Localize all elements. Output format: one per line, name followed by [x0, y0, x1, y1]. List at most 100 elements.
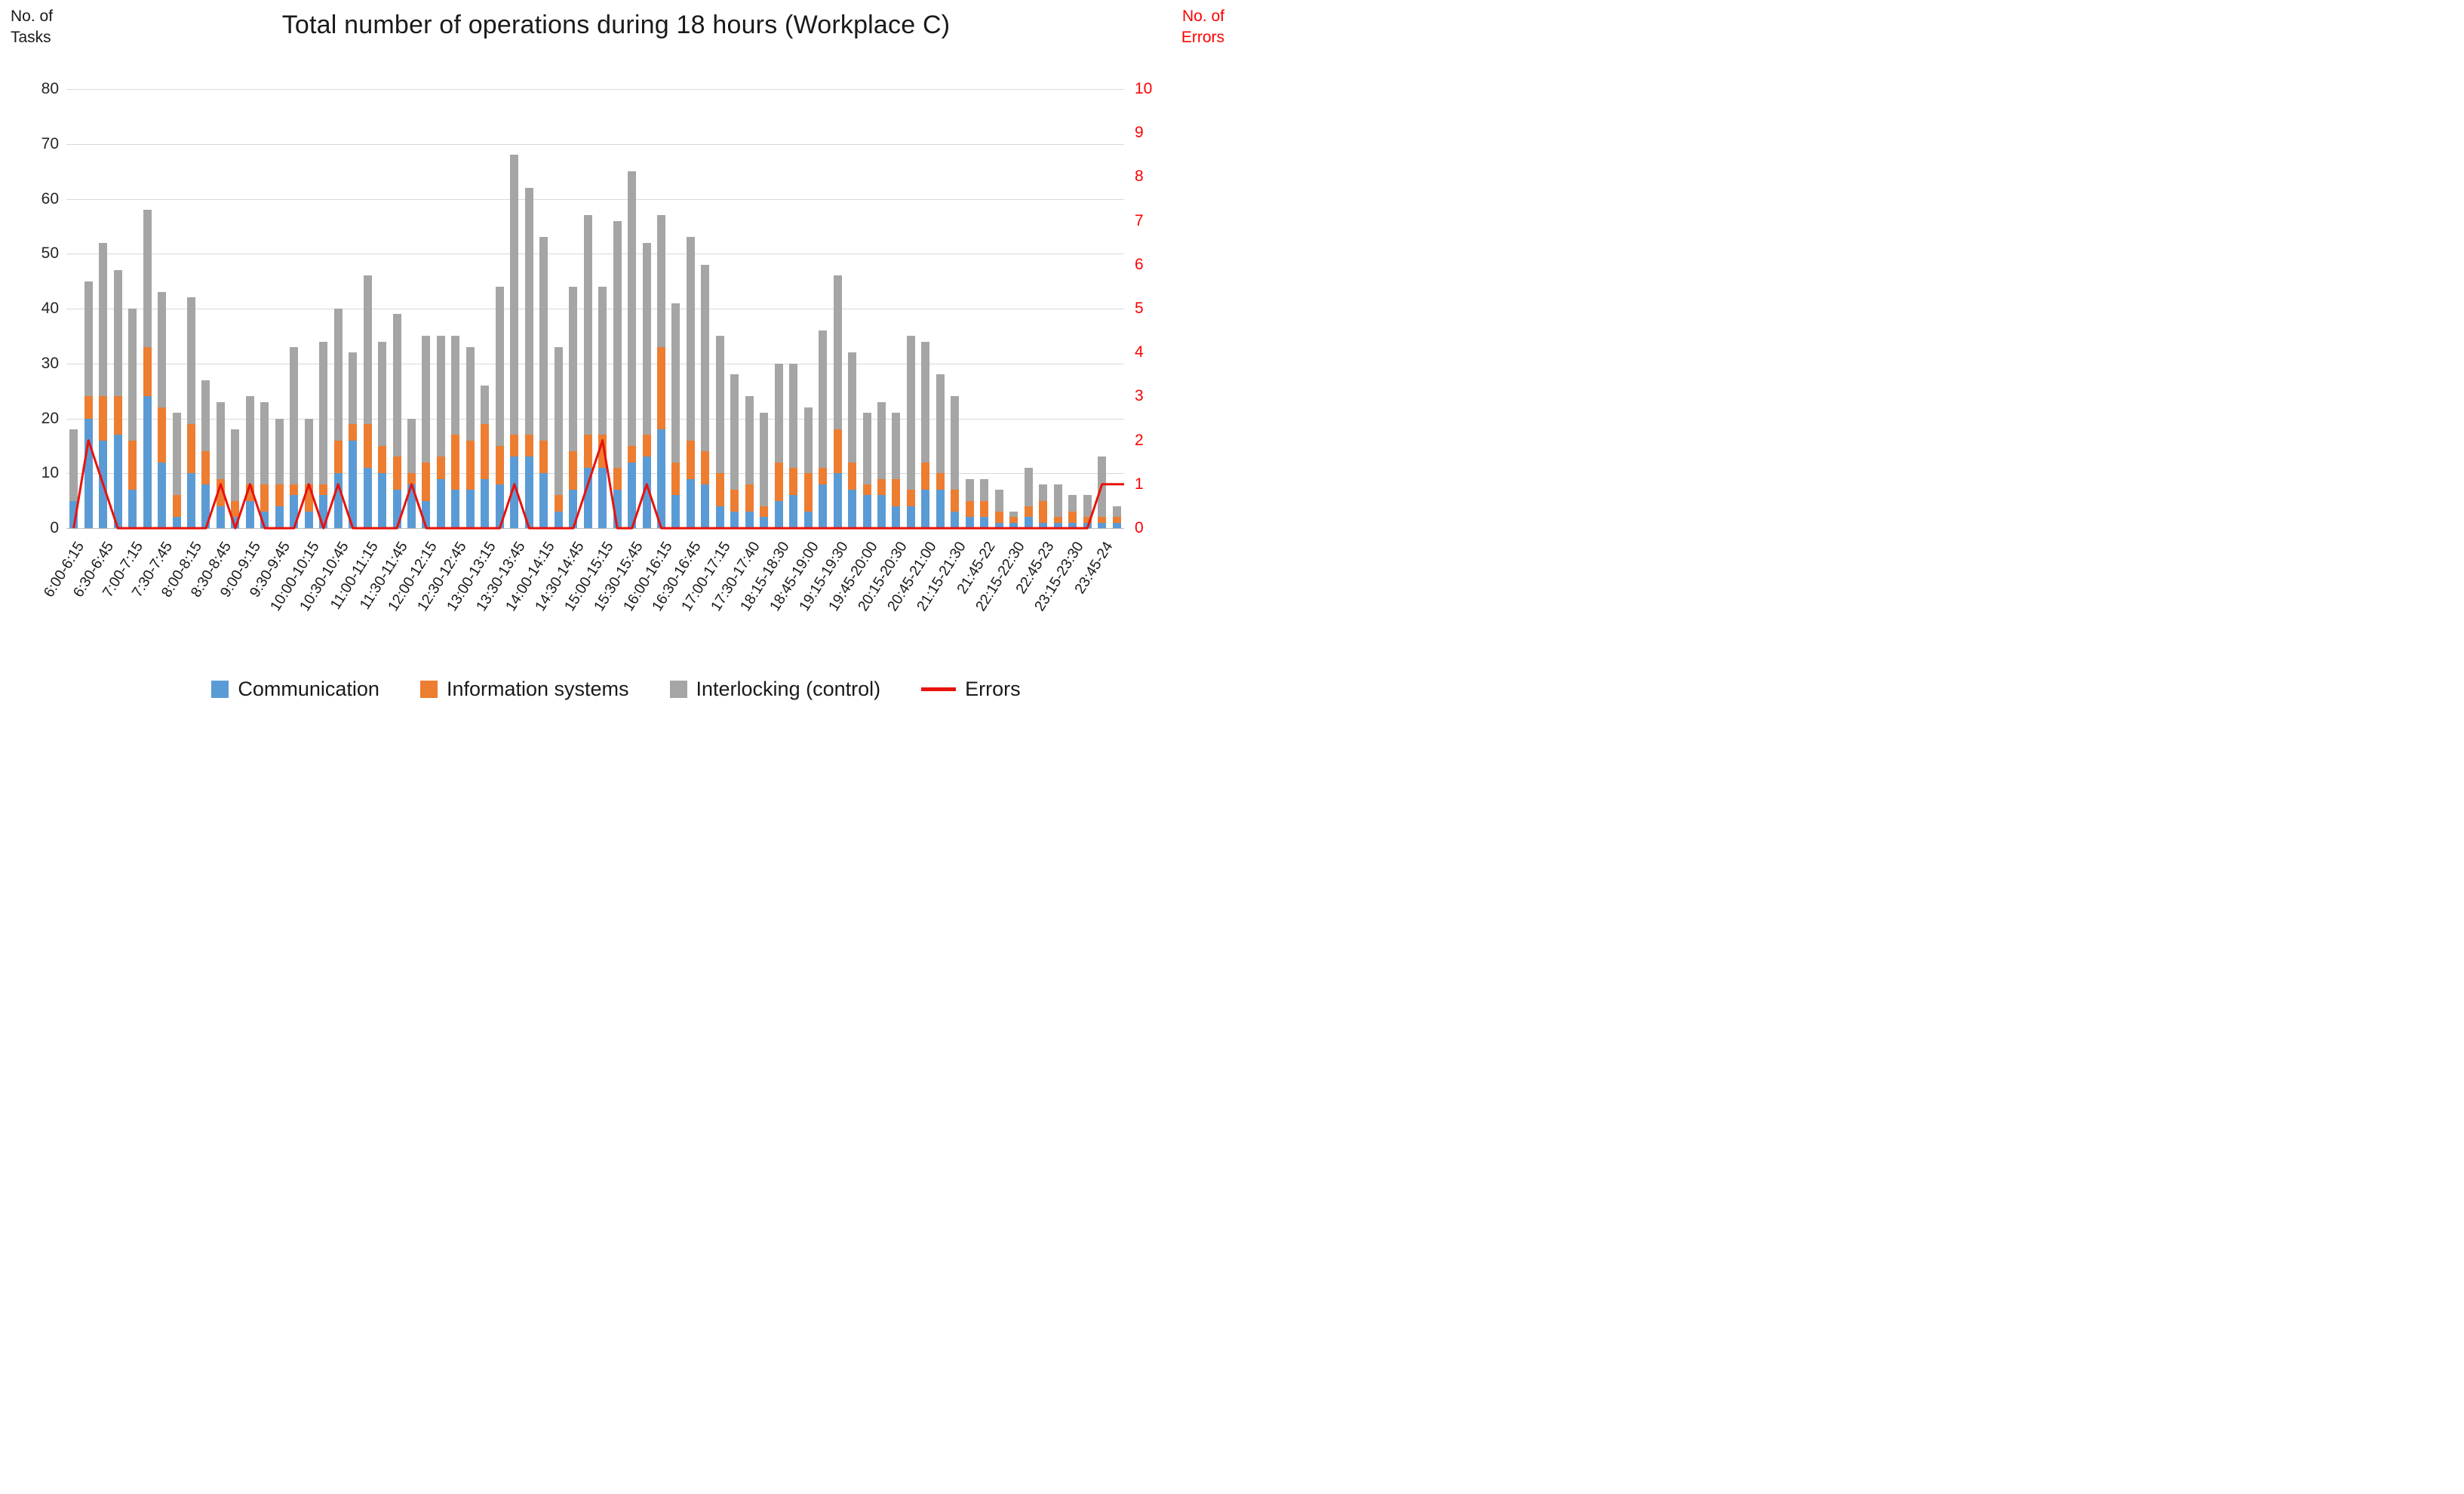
interlocking-segment [715, 336, 724, 474]
information-systems-segment [231, 500, 240, 518]
communication-segment [128, 490, 137, 528]
information-systems-segment [510, 435, 519, 457]
bar-slot [786, 89, 800, 528]
bar-slot [933, 89, 948, 528]
errors-line [72, 439, 1124, 530]
interlocking-segment [701, 264, 710, 452]
communication-segment [598, 467, 607, 528]
interlocking-segment [686, 237, 695, 441]
legend-item-communication: Communication [211, 678, 379, 701]
bar-slot [110, 89, 124, 528]
information-systems-segment [158, 407, 167, 463]
communication-segment [613, 490, 622, 528]
left-axis-tick-label: 10 [41, 464, 59, 482]
bar-slot [330, 89, 345, 528]
communication-segment [319, 495, 328, 528]
information-systems-segment [436, 456, 445, 479]
communication-segment [1039, 522, 1048, 528]
information-systems-segment [671, 462, 681, 496]
information-systems-segment [539, 440, 548, 474]
bar-slot [184, 89, 198, 528]
bar-slot [434, 89, 448, 528]
bar-slot [757, 89, 771, 528]
interlocking-segment [290, 346, 299, 484]
interlocking-segment [143, 210, 152, 347]
bar-slot [404, 89, 419, 528]
gridline [66, 89, 1124, 90]
bar-slot [610, 89, 624, 528]
bar-slot [668, 89, 683, 528]
bar-slot [1109, 89, 1123, 528]
gridline [66, 198, 1124, 200]
information-systems-segment [99, 396, 108, 441]
chart-title: Total number of operations during 18 hou… [281, 11, 951, 39]
interlocking-segment [642, 242, 651, 435]
information-systems-segment [128, 440, 137, 490]
bar-slot [346, 89, 360, 528]
communication-segment [1098, 522, 1107, 528]
information-systems-segment [980, 500, 989, 518]
interlocking-segment [789, 363, 798, 468]
bar-slot [1006, 89, 1021, 528]
information-systems-segment [186, 423, 195, 474]
interlocking-segment [583, 215, 592, 435]
bar-slot [360, 89, 374, 528]
information-systems-segment [1053, 517, 1062, 523]
communication-segment [143, 396, 152, 528]
information-systems-segment [1112, 517, 1121, 523]
communication-segment [158, 462, 167, 528]
interlocking-segment [862, 413, 871, 484]
interlocking-segment [260, 401, 269, 484]
communication-segment [481, 478, 490, 528]
interlocking-segment [275, 418, 284, 484]
interlocking-segment [906, 336, 915, 490]
information-systems-segment [1098, 517, 1107, 523]
information-systems-segment [407, 473, 416, 484]
interlocking-segment [319, 341, 328, 484]
interlocking-segment [539, 237, 548, 441]
communication-segment [628, 462, 637, 528]
legend-label-errors: Errors [965, 678, 1021, 700]
communication-segment [819, 484, 828, 528]
information-systems-segment [569, 451, 578, 490]
information-systems-segment [715, 473, 724, 506]
interlocking-segment [554, 346, 563, 496]
information-systems-segment [422, 462, 431, 501]
interlocking-swatch-icon [669, 681, 687, 698]
legend-item-interlocking: Interlocking (control) [669, 678, 880, 701]
interlocking-segment [84, 281, 93, 397]
information-systems-segment [201, 451, 210, 484]
information-systems-segment [819, 468, 828, 484]
interlocking-segment [613, 220, 622, 468]
interlocking-segment [304, 418, 313, 484]
interlocking-segment [848, 352, 857, 463]
interlocking-segment [671, 303, 681, 463]
interlocking-segment [936, 374, 945, 474]
bar-slot [1065, 89, 1080, 528]
right-axis-tick-label: 7 [1135, 211, 1144, 229]
communication-segment [524, 456, 533, 528]
bar-slot [81, 89, 95, 528]
errors-polyline [72, 439, 1124, 530]
bar-slot [1050, 89, 1065, 528]
left-axis-tick-label: 40 [41, 300, 59, 317]
interlocking-segment [392, 314, 401, 457]
communication-segment [231, 517, 240, 528]
interlocking-segment [1039, 484, 1048, 501]
interlocking-segment [892, 413, 901, 479]
communication-swatch-icon [211, 681, 229, 698]
right-axis-tick-label: 2 [1135, 431, 1144, 449]
communication-segment [260, 512, 269, 528]
bar-slot [243, 89, 257, 528]
communication-segment [304, 512, 313, 528]
bar-slot [874, 89, 889, 528]
communication-segment [333, 473, 343, 528]
interlocking-segment [407, 418, 416, 474]
right-axis-tick-label: 8 [1135, 168, 1144, 186]
information-systems-segment [465, 440, 475, 490]
right-axis-tick-label: 0 [1135, 519, 1144, 536]
information-systems-segment [378, 445, 387, 474]
communication-segment [510, 456, 519, 528]
communication-segment [1009, 522, 1018, 528]
information-systems-segment [877, 478, 886, 496]
